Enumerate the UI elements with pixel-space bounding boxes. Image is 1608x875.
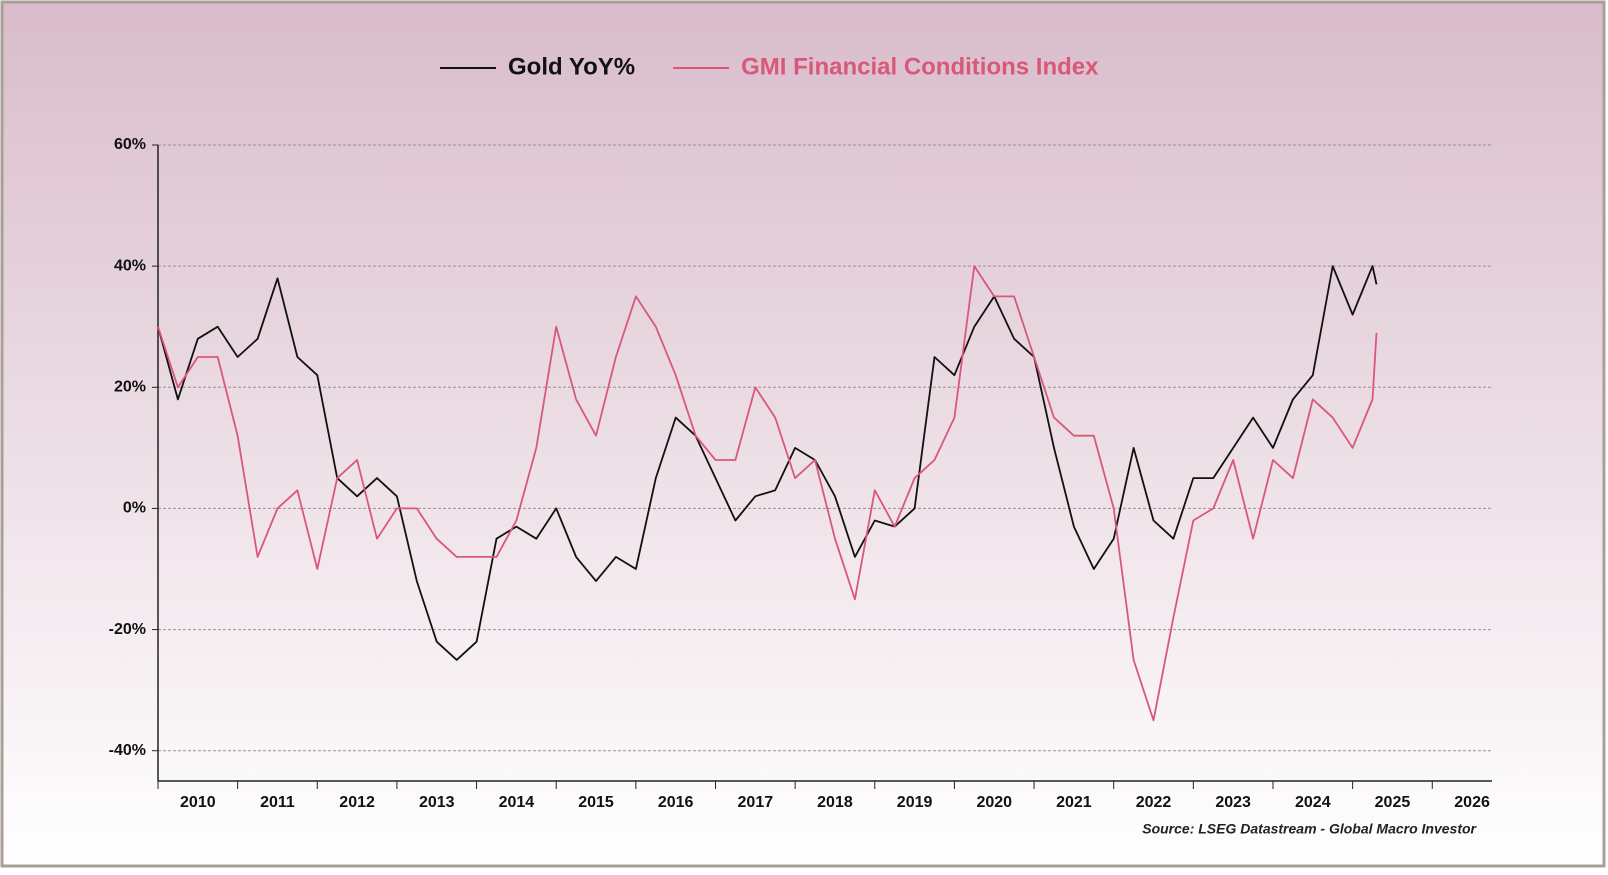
x-tick-label: 2015 xyxy=(578,794,614,811)
legend-label: GMI Financial Conditions Index xyxy=(741,53,1099,80)
x-tick-label: 2023 xyxy=(1215,794,1251,811)
x-tick-label: 2024 xyxy=(1295,794,1331,811)
x-tick-label: 2026 xyxy=(1454,794,1490,811)
y-tick-label: -20% xyxy=(109,621,146,638)
x-tick-label: 2020 xyxy=(976,794,1012,811)
legend-label: Gold YoY% xyxy=(508,53,635,80)
series-line xyxy=(157,265,1378,722)
x-tick-label: 2010 xyxy=(180,794,216,811)
x-tick-label: 2021 xyxy=(1056,794,1092,811)
x-tick-label: 2013 xyxy=(419,794,455,811)
x-tick-label: 2014 xyxy=(499,794,535,811)
x-tick-label: 2016 xyxy=(658,794,694,811)
x-tick-label: 2017 xyxy=(738,794,774,811)
y-tick-label: 20% xyxy=(114,379,146,396)
x-tick-label: 2022 xyxy=(1136,794,1172,811)
y-tick-label: 40% xyxy=(114,257,146,274)
x-tick-label: 2025 xyxy=(1375,794,1411,811)
source-note: Source: LSEG Datastream - Global Macro I… xyxy=(1142,821,1477,837)
y-tick-label: -40% xyxy=(109,742,146,759)
x-tick-label: 2011 xyxy=(260,794,295,811)
x-tick-label: 2018 xyxy=(817,794,853,811)
series-line xyxy=(157,265,1378,661)
y-tick-label: 0% xyxy=(123,500,146,517)
x-tick-label: 2012 xyxy=(339,794,375,811)
y-tick-label: 60% xyxy=(114,136,146,153)
x-tick-label: 2019 xyxy=(897,794,933,811)
